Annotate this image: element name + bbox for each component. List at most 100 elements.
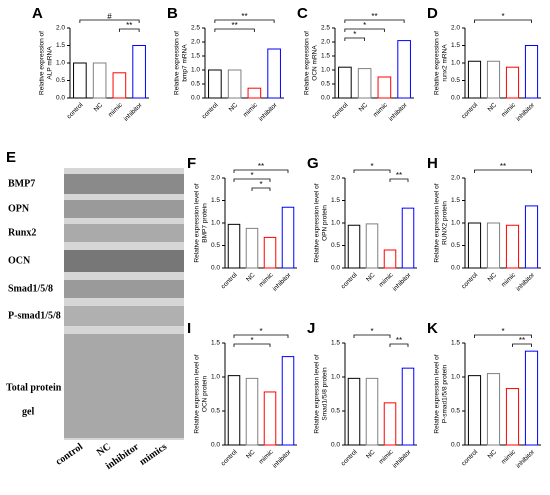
y-tick-label: 2.0 — [56, 25, 65, 32]
row-label: P-smad1/5/8 — [8, 310, 61, 321]
bar — [486, 60, 501, 99]
y-axis-label: Relative expression of — [174, 31, 181, 95]
y-tick-label: 1.5 — [321, 53, 330, 60]
significance-bracket — [389, 178, 409, 182]
bar — [365, 377, 379, 446]
x-tick-label: NC — [228, 101, 240, 113]
bar — [112, 72, 127, 99]
bar — [505, 66, 520, 99]
y-axis-label: OCN protein — [202, 376, 209, 413]
significance-label: ** — [232, 21, 238, 30]
y-tick-label: 0.5 — [191, 81, 200, 88]
x-tick-label: inhibitor — [392, 271, 414, 293]
significance-label: * — [363, 21, 366, 30]
y-tick-label: 0.0 — [331, 442, 340, 449]
significance-bracket — [233, 343, 271, 347]
y-tick-label: 1.5 — [331, 340, 340, 347]
y-axis-label: Relative expression of — [434, 31, 441, 95]
bar — [505, 388, 520, 446]
x-tick-label: control — [340, 271, 359, 290]
y-tick-label: 1.0 — [451, 374, 460, 381]
gel — [64, 334, 184, 438]
chart-panel: C Relative expression of OCN mRNA 0.0 0.5 1.0… — [297, 5, 414, 123]
bar — [92, 62, 107, 99]
significance-bracket — [233, 334, 289, 338]
significance-bracket — [353, 169, 391, 173]
bar — [486, 222, 501, 269]
x-tick-label: inhibitor — [272, 271, 294, 293]
y-axis-label: Relative expression of — [304, 31, 311, 95]
y-tick-label: 0.5 — [451, 408, 460, 415]
y-axis-label: Relative expression level of — [194, 183, 201, 262]
bar — [338, 66, 352, 99]
y-tick-label: 1.0 — [451, 220, 460, 227]
bar — [208, 69, 222, 99]
x-tick-label: inhibitor — [515, 101, 537, 123]
y-tick-label: 0.5 — [331, 408, 340, 415]
significance-label: * — [259, 327, 262, 336]
x-tick-label: mimic — [107, 101, 124, 118]
significance-label: ** — [396, 171, 402, 180]
y-axis-label: ALP mRNA — [47, 46, 54, 80]
band — [64, 224, 184, 242]
chart-panel: I Relative expression level of OCN protein… — [187, 320, 297, 470]
chart-panel: A Relative expression of ALP mRNA 0.0 0.5 1.0… — [32, 5, 149, 123]
bar — [383, 402, 397, 446]
significance-label: ** — [500, 162, 506, 171]
bar — [383, 249, 397, 269]
significance-label: * — [259, 180, 262, 189]
y-tick-label: 0.0 — [451, 442, 460, 449]
x-tick-label: inhibitor — [515, 271, 537, 293]
x-tick-label: mimic — [242, 101, 259, 118]
y-axis-label: P-smad1/5/8 protein — [442, 364, 449, 423]
y-axis-label: RUNX2 protein — [442, 201, 449, 245]
western-blot: E BMP7 OPN Runx2 OCN Smad1/5/8 P-smad1/5… — [6, 149, 184, 472]
y-axis-label: Relative expression level of — [434, 354, 441, 433]
y-axis-label: OCN mRNA — [312, 45, 319, 81]
x-tick-label: inhibitor — [392, 448, 414, 470]
y-tick-label: 2.0 — [331, 175, 340, 182]
y-tick-label: 1.0 — [321, 67, 330, 74]
bar — [245, 227, 259, 269]
significance-label: ** — [519, 336, 525, 345]
significance-bracket — [344, 28, 385, 32]
band — [64, 306, 184, 326]
x-tick-label: NC — [365, 448, 377, 460]
panel-letter: J — [307, 320, 315, 337]
bar — [401, 367, 415, 446]
x-tick-label: mimic — [500, 448, 517, 465]
significance-label: * — [250, 336, 253, 345]
significance-bracket — [474, 169, 532, 173]
bar — [524, 45, 539, 99]
x-tick-label: inhibitor — [388, 101, 410, 123]
bar — [73, 62, 87, 99]
significance-bracket — [474, 334, 532, 338]
y-tick-label: 1.0 — [211, 374, 220, 381]
x-tick-label: control — [331, 101, 350, 120]
y-tick-label: 1.0 — [191, 67, 200, 74]
x-tick-label: control — [460, 448, 479, 467]
y-tick-label: 0.0 — [56, 95, 65, 102]
lane-label: control — [54, 441, 85, 468]
y-tick-label: 2.0 — [321, 39, 330, 46]
bar — [467, 375, 482, 446]
significance-bracket — [353, 334, 391, 338]
x-tick-label: inhibitor — [123, 101, 145, 123]
x-tick-label: inhibitor — [258, 101, 280, 123]
significance-label: ** — [126, 21, 132, 30]
y-tick-label: 2.0 — [451, 25, 460, 32]
significance-bracket — [214, 28, 255, 32]
chart-panel: G Relative expression level of OPN protein… — [307, 155, 417, 293]
y-tick-label: 0.5 — [331, 242, 340, 249]
y-tick-label: 0.5 — [321, 81, 330, 88]
panel-letter: A — [32, 5, 43, 22]
bar — [401, 207, 415, 269]
y-tick-label: 1.5 — [211, 340, 220, 347]
panel-letter: C — [297, 5, 308, 22]
bar — [227, 69, 242, 99]
significance-label: * — [370, 327, 373, 336]
chart-panel: H Relative expression level of RUNX2 prote… — [427, 155, 541, 293]
y-axis-label: BMP7 protein — [202, 203, 209, 243]
lane-label: mimics — [138, 441, 169, 468]
